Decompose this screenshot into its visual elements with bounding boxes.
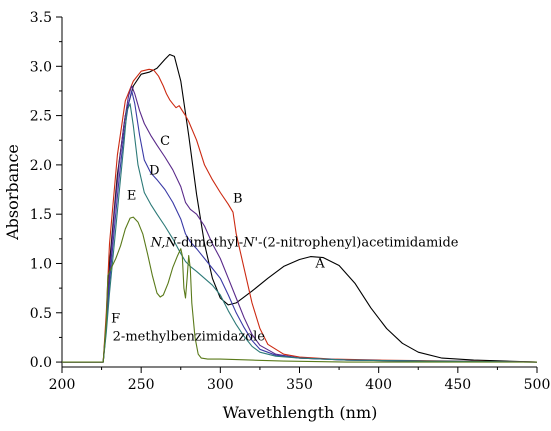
curve-C <box>62 85 538 363</box>
annotation-label-7: N,N-dimethyl-N'-(2-nitrophenyl)acetimida… <box>150 236 459 251</box>
y-tick-label-1.5: 1.5 <box>30 207 52 223</box>
annotation-C: C <box>160 134 170 149</box>
y-axis-title: Absorbance <box>3 144 22 241</box>
y-tick-label-3.5: 3.5 <box>30 10 52 26</box>
annotation-D: D <box>149 164 159 179</box>
y-tick-label-3.0: 3.0 <box>30 59 52 75</box>
curve-E <box>62 103 538 363</box>
x-tick-label-350: 350 <box>286 377 313 393</box>
y-tick-label-0.0: 0.0 <box>30 355 52 371</box>
curve-A <box>62 53 538 363</box>
curve-F <box>62 216 537 363</box>
annotation-B: B <box>233 191 243 206</box>
x-axis-title: Wavethlength (nm) <box>223 403 378 422</box>
annotation-E: E <box>127 188 136 203</box>
x-tick-label-200: 200 <box>49 377 76 393</box>
x-tick-label-450: 450 <box>444 377 471 393</box>
annotation-label-6: 2-methylbenzimidazole <box>113 329 266 344</box>
x-tick-label-500: 500 <box>524 377 551 393</box>
annotation-F: F <box>111 312 120 327</box>
x-ticks: 200 250 300 350 400 450 500 <box>49 367 551 393</box>
annotations: A B CDE F 2-methylbenzimidazole N,N-dimethyl-… <box>111 134 459 344</box>
annotation-A: A <box>314 256 325 271</box>
curve-B <box>62 68 538 363</box>
x-tick-label-250: 250 <box>128 377 155 393</box>
y-tick-label-0.5: 0.5 <box>30 306 52 322</box>
y-tick-label-1.0: 1.0 <box>30 256 52 272</box>
curve-D <box>62 90 538 363</box>
x-tick-label-300: 300 <box>207 377 234 393</box>
curves <box>62 53 538 363</box>
x-tick-label-400: 400 <box>365 377 392 393</box>
y-ticks: 0.0 0.5 1.0 1.5 2.0 2.5 3.0 3.5 <box>30 10 62 371</box>
y-tick-label-2.0: 2.0 <box>30 158 52 174</box>
y-tick-label-2.5: 2.5 <box>30 109 52 125</box>
